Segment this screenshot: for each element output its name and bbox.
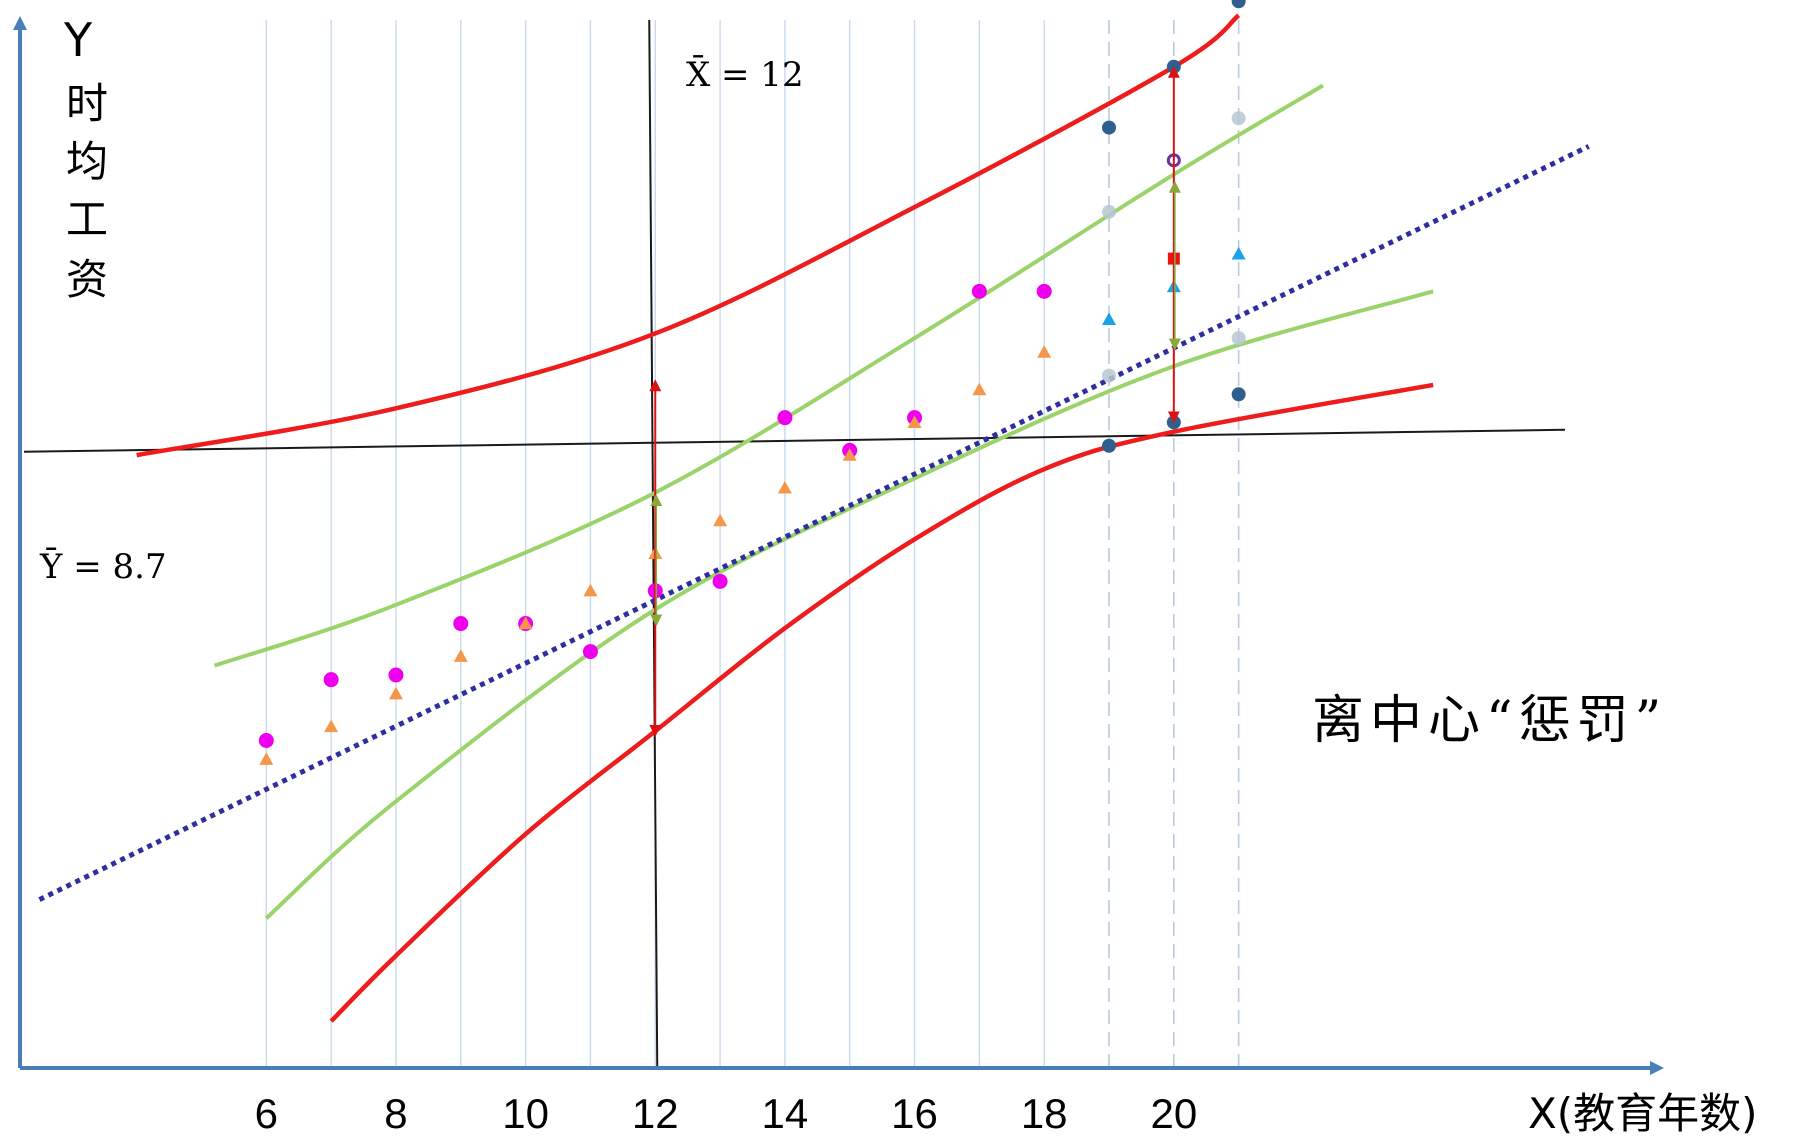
annotation-off-center-penalty: 离中心“惩罚”	[1312, 691, 1667, 751]
observed-point	[777, 410, 793, 426]
fitted-point	[713, 513, 728, 527]
observed-point	[971, 283, 987, 299]
fitted-point	[518, 616, 533, 630]
interval-arrows	[649, 65, 1181, 737]
y-axis-label: 时 均 工 资	[66, 79, 108, 304]
gridlines	[265, 20, 1240, 1068]
observed-point	[712, 573, 728, 589]
y-axis-label-char: 时	[66, 79, 108, 128]
y-mean-label: Ȳ = 8.7	[39, 547, 167, 587]
fitted-point	[777, 480, 792, 494]
data-points	[258, 0, 1246, 765]
x-tick-label: 18	[1021, 1090, 1068, 1137]
x-tick-label: 12	[632, 1090, 679, 1137]
observed-point	[582, 644, 598, 660]
x-mean-label: X̄ = 12	[686, 54, 804, 95]
extrapolated-point	[1231, 246, 1246, 260]
fitted-point	[453, 649, 468, 662]
confidence-band-upper	[213, 83, 1324, 668]
x-tick-label: 16	[891, 1090, 938, 1137]
observed-point	[323, 672, 339, 688]
x-tick-label: 20	[1150, 1090, 1197, 1137]
x-mean-line	[648, 19, 659, 1069]
prediction-band-upper	[136, 13, 1241, 458]
prediction-band-lower	[329, 382, 1434, 1023]
confidence-band-point	[1231, 111, 1246, 126]
fitted-point	[972, 382, 987, 396]
x-tick-label: 8	[384, 1090, 407, 1137]
y-axis-label-char: 均	[66, 137, 108, 186]
y-axis-label-char: 资	[66, 255, 108, 304]
mean-guides	[23, 19, 1566, 1069]
fitted-point	[388, 686, 403, 700]
confidence-band-point	[1102, 368, 1117, 383]
fitted-point	[259, 752, 274, 765]
confidence-band-point	[1102, 204, 1117, 219]
x-tick-label: 10	[502, 1090, 549, 1137]
observed-point	[453, 616, 469, 632]
observed-point	[1036, 283, 1052, 299]
y-axis-label-char: 工	[66, 195, 108, 244]
confidence-band-point	[1231, 331, 1246, 346]
x-tick-label: 14	[762, 1090, 809, 1137]
band-curves	[38, 13, 1590, 1023]
extrapolated-point	[1102, 312, 1117, 326]
y-mean-line	[23, 428, 1566, 453]
axes	[13, 16, 1664, 1075]
fitted-point	[1037, 345, 1052, 358]
prediction-band-point	[1231, 387, 1246, 402]
observed-point	[258, 733, 274, 748]
fitted-point	[907, 415, 922, 428]
fitted-point	[583, 583, 598, 597]
observed-point	[388, 667, 404, 683]
x-tick-labels: 6 8 10 12 14 16 18 20	[255, 1090, 1198, 1137]
y-axis-symbol: Y	[63, 13, 93, 67]
x-axis-label: X(教育年数)	[1528, 1089, 1758, 1138]
regression-line	[38, 144, 1590, 902]
prediction-band-point	[1231, 0, 1246, 9]
x-tick-label: 6	[255, 1090, 278, 1137]
fitted-point	[842, 448, 857, 461]
fitted-point	[324, 719, 339, 733]
prediction-band-point	[1102, 120, 1117, 135]
prediction-band-point	[1102, 438, 1117, 453]
